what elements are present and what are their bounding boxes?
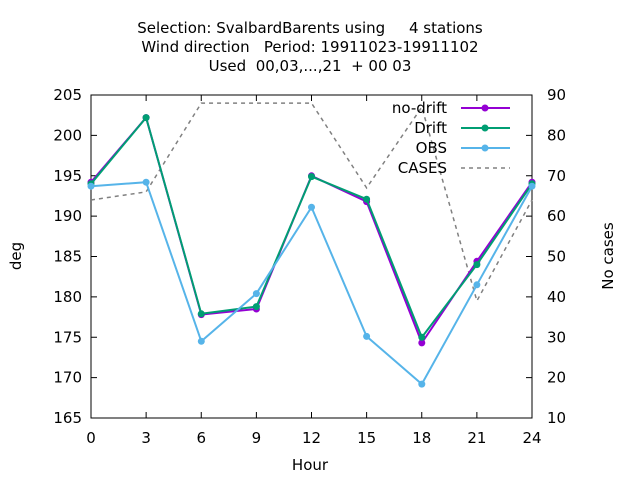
legend-marker-obs xyxy=(481,144,489,152)
data-point-obs xyxy=(197,337,205,345)
data-point-obs xyxy=(473,281,481,289)
x-tick-label: 18 xyxy=(412,429,431,447)
y2-tick-label: 70 xyxy=(547,167,566,185)
data-point-drift xyxy=(308,173,315,181)
legend-label-obs: OBS xyxy=(416,139,447,157)
chart-title: Selection: SvalbardBarents using 4 stati… xyxy=(137,19,483,75)
data-point-drift xyxy=(473,261,481,269)
y-tick-label: 170 xyxy=(53,369,82,387)
y-tick-label: 200 xyxy=(53,126,82,144)
y-tick-label: 180 xyxy=(53,288,82,306)
data-point-obs xyxy=(142,178,150,186)
legend-label-no-drift: no-drift xyxy=(392,99,447,117)
title-line-3: Used 00,03,...,21 + 00 03 xyxy=(209,57,412,75)
x-tick-label: 15 xyxy=(357,429,376,447)
x-tick-label: 24 xyxy=(522,429,541,447)
x-tick-label: 9 xyxy=(252,429,262,447)
data-point-obs xyxy=(87,182,95,190)
y-tick-label: 205 xyxy=(53,86,82,104)
series xyxy=(87,102,536,388)
x-tick-label: 0 xyxy=(86,429,96,447)
y-axis-label: deg xyxy=(7,242,25,270)
y-tick-label: 175 xyxy=(53,328,82,346)
y-tick-label: 185 xyxy=(53,248,82,266)
title-line-1: Selection: SvalbardBarents using 4 stati… xyxy=(137,19,483,37)
legend-label-drift: Drift xyxy=(414,119,447,137)
y-tick-label: 195 xyxy=(53,167,82,185)
legend: no-drift Drift OBS CASES xyxy=(392,99,510,177)
y-tick-labels: 165 170 175 180 185 190 195 200 205 xyxy=(53,86,82,427)
y2-tick-label: 30 xyxy=(547,328,566,346)
y-tick-label: 190 xyxy=(53,207,82,225)
x-tick-labels: 0 3 6 9 12 15 18 21 24 xyxy=(86,429,541,447)
y2-tick-label: 50 xyxy=(547,248,566,266)
data-point-obs xyxy=(252,290,260,298)
title-line-2: Wind direction Period: 19911023-19911102 xyxy=(141,38,478,56)
y2-tick-label: 10 xyxy=(547,409,566,427)
data-point-drift xyxy=(363,195,371,203)
series-line-no-drift xyxy=(90,115,533,346)
series-line-cases xyxy=(90,102,533,303)
series-line-obs xyxy=(90,181,533,386)
legend-marker-drift xyxy=(481,124,489,132)
legend-marker-no-drift xyxy=(481,104,489,112)
data-point-no-drift xyxy=(418,339,426,347)
x-tick-label: 6 xyxy=(196,429,206,447)
x-tick-label: 21 xyxy=(467,429,486,447)
x-tick-label: 12 xyxy=(302,429,321,447)
data-point-drift xyxy=(418,333,426,341)
data-point-drift xyxy=(252,303,260,311)
y-tick-label: 165 xyxy=(53,409,82,427)
data-point-obs xyxy=(418,380,426,388)
data-point-obs xyxy=(308,203,315,211)
data-point-drift xyxy=(142,114,150,122)
data-point-drift xyxy=(197,310,205,318)
y2-tick-label: 40 xyxy=(547,288,566,306)
y2-tick-label: 60 xyxy=(547,207,566,225)
data-point-obs xyxy=(528,182,536,190)
legend-label-cases: CASES xyxy=(398,159,447,177)
y2-tick-labels: 10 20 30 40 50 60 70 80 90 xyxy=(547,86,566,427)
data-point-obs xyxy=(363,332,371,340)
x-tick-label: 3 xyxy=(141,429,151,447)
y2-tick-label: 90 xyxy=(547,86,566,104)
plot-frame xyxy=(90,94,533,419)
y2-axis-label: No cases xyxy=(599,222,617,290)
tick-marks xyxy=(91,95,532,418)
y2-tick-label: 80 xyxy=(547,126,566,144)
y2-tick-label: 20 xyxy=(547,369,566,387)
x-axis-label: Hour xyxy=(292,456,329,474)
